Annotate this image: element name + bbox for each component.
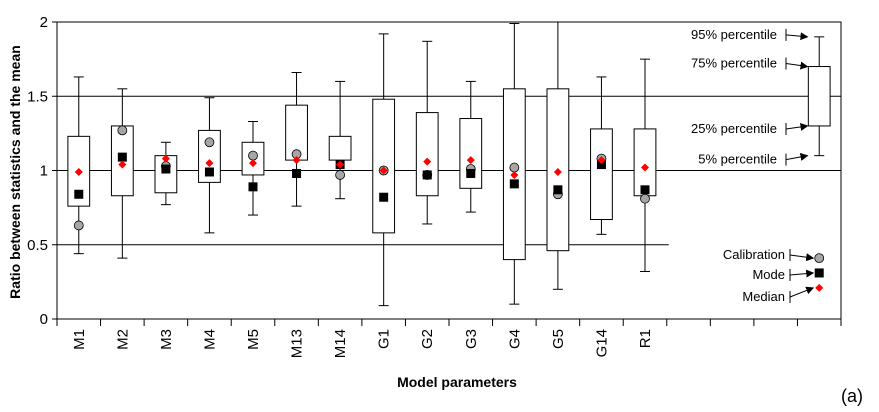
x-tick-label-M1: M1	[71, 329, 88, 350]
x-tick-label-M4: M4	[201, 329, 218, 350]
mode-point-G2	[422, 170, 432, 180]
box-G3	[459, 80, 483, 213]
mode-point-M1	[74, 189, 84, 199]
legend-marker-arrow-1	[789, 269, 815, 278]
legend-label-1: 75% percentile	[691, 56, 777, 71]
y-tick-label-3: 1.5	[27, 88, 48, 105]
box-rect-M14	[328, 135, 352, 161]
median-point-M14	[336, 160, 345, 169]
box-rect-G3	[459, 118, 483, 189]
x-tick-label-G1: G1	[376, 329, 393, 349]
x-tick-label-M2: M2	[114, 329, 131, 350]
x-tick-label-M3: M3	[158, 329, 175, 350]
legend-mode-marker	[814, 268, 824, 278]
mode-point-G4	[509, 179, 519, 189]
legend-arrow-3	[785, 153, 809, 161]
calibration-point-R1	[640, 193, 650, 204]
mode-point-G14	[596, 160, 606, 170]
legend-label-2: 25% percentile	[691, 121, 777, 136]
legend-box-rect	[807, 66, 831, 127]
median-point-G4	[510, 170, 519, 179]
x-tick-label-R1: R1	[637, 329, 654, 348]
legend-arrow-0	[785, 32, 809, 41]
box-G2	[415, 40, 439, 225]
y-tick-label-1: 0.5	[27, 237, 48, 254]
box-rect-G2	[415, 112, 439, 197]
legend-marker-label-1: Mode	[752, 267, 785, 282]
mode-point-G1	[379, 192, 389, 202]
markers-layer	[73, 125, 650, 231]
x-tick-label-G3: G3	[463, 329, 480, 349]
y-axis-title: Ratio between statistics and the mean	[7, 45, 23, 299]
median-point-G5	[553, 167, 562, 176]
y-tick-label-2: 1	[40, 163, 48, 180]
median-point-R1	[641, 163, 649, 172]
legend-label-3: 5% percentile	[698, 152, 777, 167]
y-tick-label-4: 2	[40, 14, 48, 31]
calibration-point-M2	[117, 125, 128, 136]
x-tick-labels: M1 M2 M3 M4 M5 M13 M14 G1 G2 G3 G4 G5 G14 R1	[71, 329, 654, 358]
box-rect-M4	[198, 129, 221, 183]
mode-point-M5	[248, 182, 258, 192]
legend-median-marker	[815, 283, 824, 292]
x-tick-label-M13: M13	[289, 329, 306, 358]
x-tick-label-G2: G2	[419, 329, 436, 349]
x-tick-label-M5: M5	[245, 329, 262, 350]
median-point-G2	[423, 157, 432, 166]
mode-point-R1	[640, 185, 650, 195]
mode-point-G3	[466, 168, 476, 178]
legend: 95% percentile 75% percentile 25% percenti…	[691, 27, 831, 304]
legend-arrow-2	[785, 122, 809, 131]
legend-label-0: 95% percentile	[691, 27, 777, 42]
calibration-point-M5	[248, 150, 258, 161]
calibration-point-M1	[73, 220, 84, 231]
mode-point-M3	[161, 164, 171, 174]
median-point-M2	[118, 160, 127, 169]
mode-point-M4	[204, 167, 214, 177]
legend-calibration-marker	[814, 253, 825, 264]
panel-label: (a)	[841, 386, 863, 406]
x-tick-label-G5: G5	[550, 329, 567, 349]
x-tick-label-G14: G14	[593, 329, 610, 357]
calibration-point-G4	[509, 162, 520, 173]
box-M13	[285, 71, 308, 207]
legend-box-sample	[807, 36, 831, 157]
median-point-G14	[597, 156, 606, 165]
x-tick-label-M14: M14	[332, 329, 349, 358]
legend-arrow-1	[785, 61, 809, 70]
calibration-point-M4	[204, 137, 215, 148]
box-M5	[241, 120, 265, 216]
x-tick-label-G4: G4	[506, 329, 523, 349]
median-point-M3	[161, 154, 170, 163]
legend-marker-label-0: Calibration	[723, 247, 785, 262]
box-G5	[546, 21, 570, 290]
axes	[52, 21, 842, 326]
median-point-G3	[466, 156, 475, 165]
mode-point-M13	[292, 168, 302, 178]
y-tick-label-0: 0	[40, 311, 48, 328]
median-point-M5	[249, 159, 257, 168]
boxes-layer	[67, 21, 657, 307]
median-point-M4	[205, 159, 214, 168]
calibration-point-M14	[335, 170, 346, 180]
box-G14	[590, 76, 613, 235]
y-tick-labels: 0 0.5 1 1.5 2	[27, 14, 48, 328]
median-point-M13	[292, 156, 301, 165]
mode-point-G5	[553, 185, 563, 195]
median-point-G1	[379, 166, 388, 175]
box-rect-G14	[590, 128, 613, 221]
legend-marker-arrow-0	[789, 253, 815, 262]
box-M2	[110, 88, 134, 259]
legend-marker-arrow-2	[789, 286, 815, 298]
x-axis-title: Model parameters	[397, 374, 517, 390]
legend-marker-label-2: Median	[742, 289, 785, 304]
mode-point-M2	[117, 152, 127, 162]
median-point-M1	[74, 167, 83, 176]
box-M14	[328, 80, 352, 200]
